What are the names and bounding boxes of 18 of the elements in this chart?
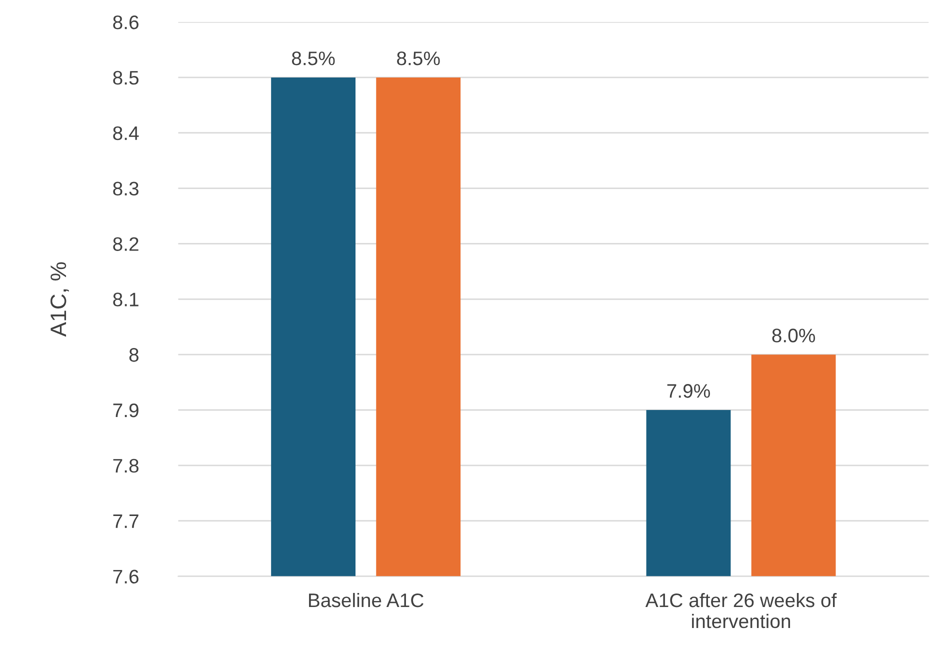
y-tick-label: 8.2 <box>113 237 138 251</box>
y-tick-label: 7.6 <box>113 570 138 584</box>
y-tick-label: 7.7 <box>113 514 138 528</box>
y-tick-label: 8 <box>129 348 138 362</box>
x-tick-label: Baseline A1C <box>309 592 424 608</box>
y-tick-label: 7.8 <box>113 458 138 473</box>
x-tick-label: A1C after 26 weeks of intervention <box>645 592 837 628</box>
data-label: 8.5% <box>397 51 440 66</box>
data-label: 8.0% <box>772 328 816 342</box>
y-tick-label: 8.4 <box>113 126 139 140</box>
y-tick-label: 8.5 <box>113 70 139 85</box>
data-label: 7.9% <box>667 384 710 398</box>
data-label: 8.5% <box>292 51 335 66</box>
y-tick-label: 7.9 <box>113 403 138 418</box>
y-tick-label: 8.6 <box>113 15 138 30</box>
y-tick-label: 8.1 <box>113 292 138 306</box>
y-axis-title: A1C, % <box>50 262 69 337</box>
y-tick-label: 8.3 <box>113 182 138 196</box>
